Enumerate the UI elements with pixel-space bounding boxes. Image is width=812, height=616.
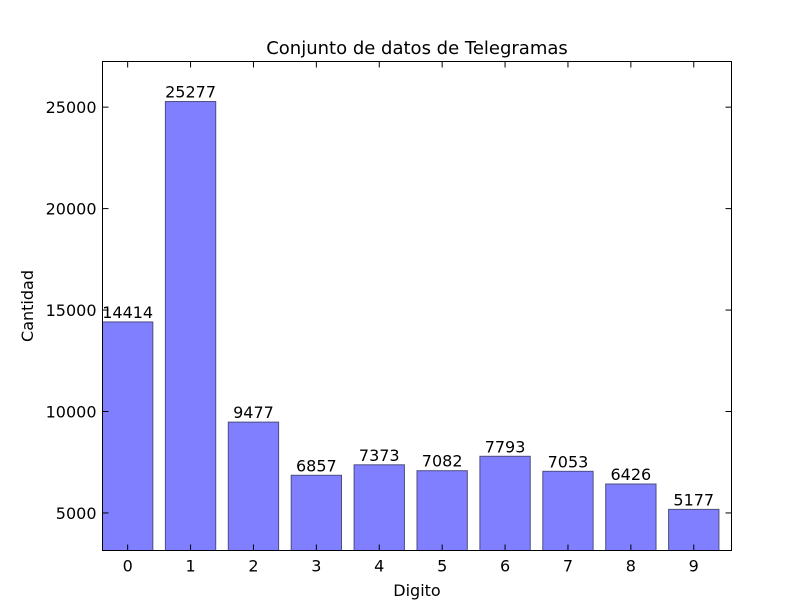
data-label-5: 7082 — [422, 452, 463, 471]
x-tick-label-1: 1 — [185, 557, 195, 576]
x-tick-label-7: 7 — [563, 557, 573, 576]
bar-5 — [416, 470, 468, 551]
data-label-6: 7793 — [485, 437, 526, 456]
x-tick-label-8: 8 — [626, 557, 636, 576]
data-label-3: 6857 — [296, 456, 337, 475]
data-label-4: 7373 — [359, 446, 400, 465]
bars-layer — [102, 101, 720, 552]
x-tick-label-3: 3 — [311, 557, 321, 576]
data-label-8: 6426 — [611, 465, 652, 484]
x-axis-label: Digito — [393, 581, 440, 600]
y-tick-label-10000: 10000 — [46, 403, 97, 422]
y-tick-label-15000: 15000 — [46, 301, 97, 320]
x-tick-label-4: 4 — [374, 557, 384, 576]
chart-title: Conjunto de datos de Telegramas — [266, 38, 568, 59]
data-labels-layer: 14414 25277 9477 6857 7373 7082 7793 7053 6426 51… — [102, 83, 714, 510]
bar-0 — [102, 321, 154, 551]
data-label-9: 5177 — [673, 490, 714, 509]
x-tick-label-2: 2 — [248, 557, 258, 576]
ticks-layer: 0 1 2 3 4 5 6 7 8 9 5000 10000 15000 20000 25000 — [46, 61, 732, 576]
bar-8 — [605, 483, 657, 552]
bar-9 — [668, 508, 720, 551]
bar-4 — [353, 464, 405, 552]
data-label-7: 7053 — [548, 452, 589, 471]
bar-3 — [290, 474, 343, 551]
x-tick-label-5: 5 — [437, 557, 447, 576]
plot-frame — [102, 61, 732, 551]
y-axis-label: Cantidad — [18, 270, 37, 342]
y-tick-label-25000: 25000 — [46, 98, 97, 117]
data-label-1: 25277 — [165, 83, 216, 102]
y-tick-label-20000: 20000 — [46, 200, 97, 219]
x-tick-label-0: 0 — [123, 557, 133, 576]
bar-7 — [542, 470, 594, 551]
bar-2 — [227, 421, 280, 551]
data-label-2: 9477 — [233, 403, 274, 422]
bar-6 — [479, 455, 531, 551]
x-tick-label-6: 6 — [500, 557, 510, 576]
y-tick-label-5000: 5000 — [56, 504, 97, 523]
x-tick-label-9: 9 — [689, 557, 699, 576]
bar-1 — [164, 101, 217, 551]
data-label-0: 14414 — [102, 303, 153, 322]
